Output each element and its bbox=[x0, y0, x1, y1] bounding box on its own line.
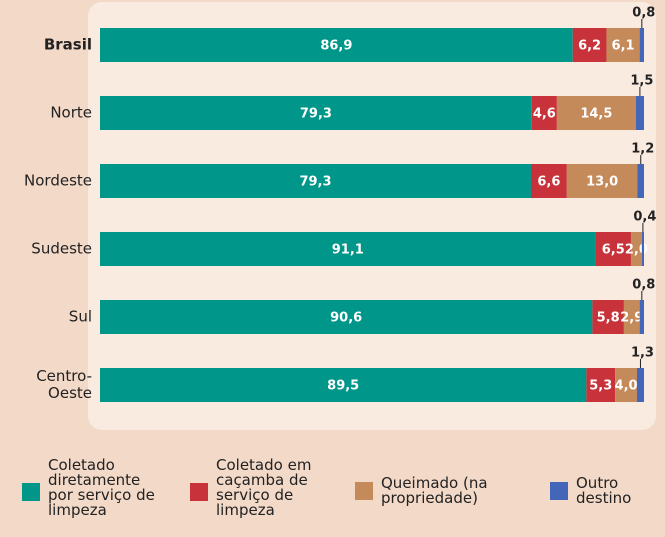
bar-segment bbox=[615, 368, 637, 402]
data-label: 86,9 bbox=[320, 39, 352, 54]
data-label: 2,0 bbox=[625, 243, 648, 258]
data-label: 0,8 bbox=[632, 278, 655, 293]
legend-swatch bbox=[355, 482, 373, 500]
data-label: 90,6 bbox=[330, 311, 362, 326]
category-label: Brasil bbox=[43, 35, 92, 54]
legend-swatch bbox=[190, 483, 208, 501]
legend-label: Coletado diretamente por serviço de limp… bbox=[48, 456, 155, 519]
bar-segment bbox=[100, 96, 532, 130]
data-label: 6,6 bbox=[537, 175, 560, 190]
legend-item: Coletado em caçamba de serviço de limpez… bbox=[190, 458, 331, 518]
legend-label: Queimado (na propriedade) bbox=[381, 474, 488, 507]
data-label: 89,5 bbox=[327, 379, 359, 394]
bar-segment bbox=[572, 28, 607, 62]
bar-segment bbox=[530, 164, 567, 198]
legend-item: Outro destino bbox=[550, 476, 646, 506]
bar-segment bbox=[100, 28, 573, 62]
chart: 86,9 6,2 6,1 0,8 79,3 4,6 14,5 1,5 79,3 6,6 13,0 1,… bbox=[88, 2, 656, 430]
bar-segment bbox=[592, 300, 624, 334]
legend-swatch bbox=[22, 483, 40, 501]
plot-panel bbox=[88, 2, 656, 430]
bar-segment bbox=[556, 96, 636, 130]
legend-label: Outro destino bbox=[576, 474, 632, 507]
bar-segment bbox=[637, 164, 644, 198]
data-label: 1,2 bbox=[631, 142, 654, 157]
data-label: 14,5 bbox=[580, 107, 612, 122]
data-label: 6,1 bbox=[612, 39, 635, 54]
data-label: 2,9 bbox=[620, 311, 643, 326]
bar-segment bbox=[635, 96, 644, 130]
bar-segment bbox=[630, 232, 642, 266]
bar-segment bbox=[586, 368, 616, 402]
data-label: 0,4 bbox=[633, 210, 656, 225]
data-label: 5,3 bbox=[589, 379, 612, 394]
data-label: 1,5 bbox=[630, 74, 653, 89]
bar-segment bbox=[100, 164, 531, 198]
bar-segment bbox=[641, 232, 644, 266]
bar-segment bbox=[100, 232, 596, 266]
data-label: 79,3 bbox=[299, 175, 331, 190]
category-label: Centro-Oeste bbox=[36, 367, 92, 402]
data-label: 6,2 bbox=[578, 39, 601, 54]
data-label: 1,3 bbox=[631, 346, 654, 361]
bar-segment bbox=[606, 28, 640, 62]
category-label: Sudeste bbox=[31, 239, 92, 258]
data-label: 4,6 bbox=[533, 107, 556, 122]
bar-segment bbox=[623, 300, 640, 334]
legend-item: Coletado diretamente por serviço de limp… bbox=[22, 458, 163, 518]
data-label: 79,3 bbox=[300, 107, 332, 122]
bar-segment bbox=[566, 164, 638, 198]
bar-segment bbox=[100, 368, 587, 402]
bar-segment bbox=[639, 28, 644, 62]
data-label: 5,8 bbox=[597, 311, 620, 326]
bar-segment bbox=[639, 300, 644, 334]
category-label: Nordeste bbox=[24, 171, 92, 190]
category-label: Norte bbox=[50, 103, 92, 122]
legend-label: Coletado em caçamba de serviço de limpez… bbox=[216, 456, 312, 519]
data-label: 0,8 bbox=[632, 6, 655, 21]
legend-item: Queimado (na propriedade) bbox=[355, 476, 501, 506]
bar-segment bbox=[100, 300, 593, 334]
bar-segment bbox=[595, 232, 631, 266]
data-label: 4,0 bbox=[615, 379, 638, 394]
category-label: Sul bbox=[68, 307, 92, 326]
legend-swatch bbox=[550, 482, 568, 500]
data-label: 6,5 bbox=[602, 243, 625, 258]
bar-segment bbox=[531, 96, 557, 130]
bar-segment bbox=[636, 368, 644, 402]
data-label: 91,1 bbox=[332, 243, 364, 258]
data-label: 13,0 bbox=[586, 175, 618, 190]
